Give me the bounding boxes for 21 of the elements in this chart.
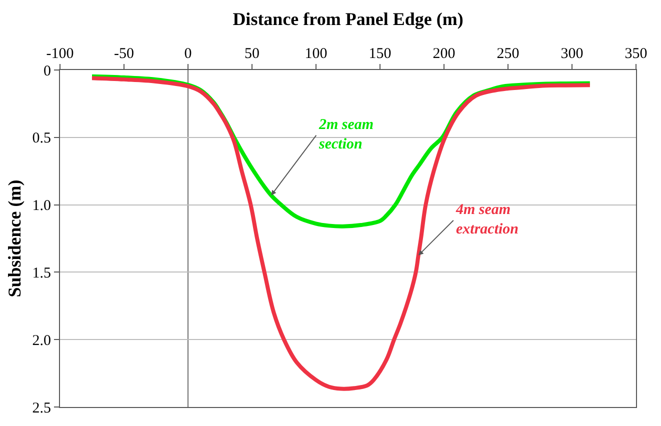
x-tick-label: -100 <box>46 46 74 62</box>
annotation: 2m seam section <box>318 117 374 152</box>
line-series <box>90 76 592 391</box>
y-tick-label: 1.0 <box>32 198 51 214</box>
annotation: 4m seam extraction <box>455 202 518 238</box>
x-tick-label: 100 <box>304 46 328 62</box>
x-tick-label: 250 <box>496 46 520 62</box>
x-tick-label: 50 <box>244 46 260 62</box>
y-tick-label: 0.5 <box>32 130 51 147</box>
y-tick-label: 0 <box>44 63 51 80</box>
x-tick-label: -50 <box>114 46 134 62</box>
x-tick-label: 200 <box>432 46 456 62</box>
y-tick-label: 1.5 <box>32 265 51 282</box>
x-axis-title: Distance from Panel Edge (m) <box>232 9 464 30</box>
x-tick-label: 150 <box>368 46 392 62</box>
x-tick-label: 300 <box>560 46 584 62</box>
x-tick-label: 350 <box>624 46 648 62</box>
x-tick-label: 0 <box>184 46 192 62</box>
y-tick-label: 2.5 <box>32 400 51 416</box>
y-tick-label: 2.0 <box>32 332 51 349</box>
y-axis-title: Subsidence (m) <box>4 180 24 298</box>
